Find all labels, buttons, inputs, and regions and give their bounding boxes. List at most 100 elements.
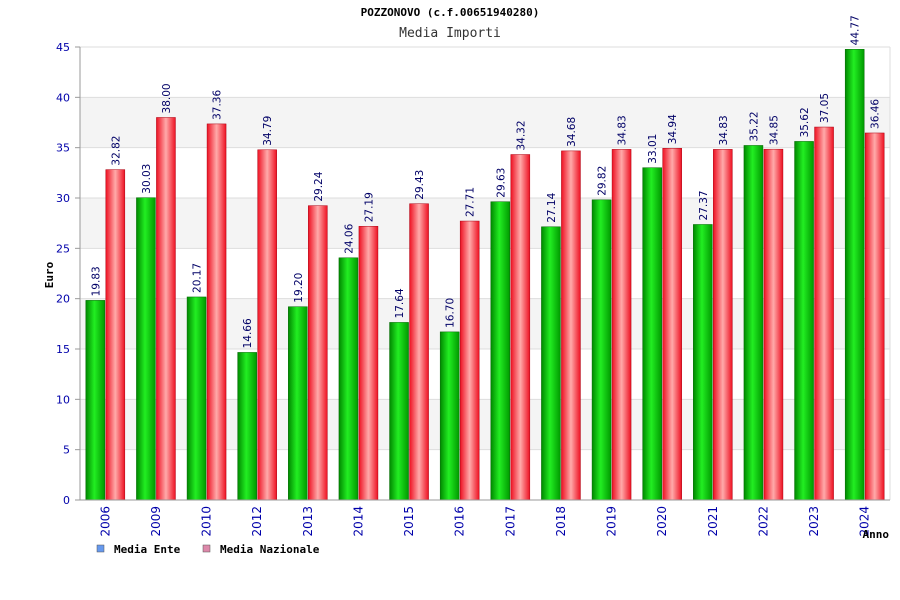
y-tick-label: 0	[63, 494, 70, 507]
x-tick-label-2018: 2018	[554, 506, 568, 537]
legend-label-media-nazionale: Media Nazionale	[220, 543, 320, 556]
bar-media-nazionale-2020	[662, 148, 682, 501]
x-tick-label-2015: 2015	[402, 506, 416, 537]
value-label-media-ente-2019: 29.82	[597, 166, 609, 196]
value-label-media-nazionale-2017: 34.32	[515, 120, 527, 150]
bar-media-ente-2006	[85, 300, 106, 501]
value-label-media-nazionale-2019: 34.83	[617, 115, 629, 145]
value-label-media-nazionale-2006: 32.82	[110, 136, 122, 166]
bar-media-ente-2013	[288, 306, 308, 501]
bar-media-nazionale-2014	[358, 226, 379, 501]
bar-media-ente-2015	[389, 322, 409, 501]
x-tick-label-2012: 2012	[250, 506, 264, 537]
bar-media-nazionale-2019	[611, 149, 632, 501]
legend: Media Ente Media Nazionale	[96, 543, 320, 556]
bar-media-ente-2009	[136, 197, 156, 501]
x-tick-label-2017: 2017	[503, 506, 517, 537]
bar-media-nazionale-2015	[409, 203, 429, 501]
bar-media-nazionale-2009	[156, 117, 176, 501]
value-label-media-nazionale-2014: 27.19	[363, 192, 375, 222]
y-axis-label: Euro	[43, 261, 56, 288]
value-labels: 19.83 32.82 30.03 38.00 20.17 37.36 14.66 34.79…	[90, 15, 881, 348]
value-label-media-nazionale-2015: 29.43	[414, 170, 426, 200]
value-label-media-ente-2018: 27.14	[546, 192, 558, 222]
x-tick-label-2019: 2019	[605, 506, 619, 537]
value-label-media-ente-2022: 35.22	[748, 111, 760, 141]
bar-media-ente-2014	[338, 257, 359, 501]
y-axis-ticks: 0 5 10 15 20 25 30 35 40 45	[56, 41, 80, 507]
bar-media-ente-2020	[642, 167, 662, 501]
bar-media-ente-2012	[237, 352, 257, 501]
value-label-media-ente-2016: 16.70	[445, 298, 457, 328]
x-tick-label-2010: 2010	[200, 506, 214, 537]
bar-media-nazionale-2023	[814, 126, 834, 501]
chart-subtitle: Media Importi	[399, 26, 501, 41]
value-label-media-ente-2009: 30.03	[141, 164, 153, 194]
value-label-media-ente-2023: 35.62	[799, 107, 811, 137]
y-tick-label: 35	[56, 142, 70, 155]
x-axis-label: Anno	[863, 528, 890, 541]
y-tick-label: 15	[56, 343, 70, 356]
bar-media-nazionale-2021	[713, 149, 733, 501]
bar-media-ente-2022	[743, 145, 764, 501]
x-tick-label-2013: 2013	[301, 506, 315, 537]
bar-media-nazionale-2016	[459, 220, 480, 501]
bar-media-nazionale-2018	[561, 150, 581, 501]
legend-swatch-media-ente	[96, 544, 105, 553]
value-label-media-nazionale-2009: 38.00	[161, 83, 173, 113]
bar-media-ente-2024	[844, 49, 865, 501]
x-tick-label-2021: 2021	[706, 506, 720, 537]
value-label-media-ente-2013: 19.20	[293, 273, 305, 303]
y-tick-label: 10	[56, 393, 70, 406]
value-label-media-ente-2017: 29.63	[495, 168, 507, 198]
value-label-media-nazionale-2010: 37.36	[212, 90, 224, 120]
value-label-media-ente-2024: 44.77	[850, 15, 862, 45]
x-tick-label-2022: 2022	[756, 506, 770, 537]
bar-media-ente-2021	[693, 224, 713, 501]
legend-label-media-ente: Media Ente	[114, 543, 181, 556]
x-tick-label-2024: 2024	[858, 506, 872, 537]
y-tick-label: 45	[56, 41, 70, 54]
legend-swatch-media-nazionale	[202, 544, 211, 553]
value-label-media-nazionale-2021: 34.83	[718, 115, 730, 145]
value-label-media-nazionale-2012: 34.79	[262, 116, 274, 146]
x-tick-label-2023: 2023	[807, 506, 821, 537]
y-tick-label: 30	[56, 192, 70, 205]
bar-media-nazionale-2006	[105, 169, 126, 501]
value-label-media-ente-2021: 27.37	[698, 190, 710, 220]
value-label-media-nazionale-2022: 34.85	[768, 115, 780, 145]
bar-media-nazionale-2013	[308, 205, 328, 501]
value-label-media-nazionale-2020: 34.94	[667, 114, 679, 144]
value-label-media-ente-2006: 19.83	[90, 266, 102, 296]
value-label-media-ente-2010: 20.17	[192, 263, 204, 293]
x-tick-label-2020: 2020	[655, 506, 669, 537]
x-tick-label-2016: 2016	[453, 506, 467, 537]
value-label-media-ente-2012: 14.66	[242, 318, 254, 348]
bar-media-nazionale-2024	[864, 132, 885, 501]
value-label-media-nazionale-2023: 37.05	[819, 93, 831, 123]
value-label-media-nazionale-2013: 29.24	[313, 171, 325, 201]
value-label-media-ente-2020: 33.01	[647, 134, 659, 164]
value-label-media-nazionale-2018: 34.68	[566, 117, 578, 147]
x-tick-label-2006: 2006	[98, 506, 112, 537]
y-tick-label: 5	[63, 444, 70, 457]
x-axis-ticks: 2006 2009 2010 2012 2013 2014 2015 2016 2017 2018…	[98, 506, 871, 537]
value-label-media-nazionale-2024: 36.46	[870, 99, 882, 129]
value-label-media-ente-2014: 24.06	[343, 223, 355, 253]
grid-band	[80, 47, 890, 98]
value-label-media-ente-2015: 17.64	[394, 288, 406, 318]
bar-media-nazionale-2017	[510, 154, 531, 501]
bar-media-ente-2016	[439, 331, 460, 501]
y-tick-label: 25	[56, 242, 70, 255]
bar-media-ente-2010	[186, 296, 207, 501]
bar-media-nazionale-2012	[257, 149, 277, 501]
bar-media-ente-2017	[490, 201, 511, 501]
bar-media-ente-2023	[794, 141, 814, 501]
x-tick-label-2009: 2009	[149, 506, 163, 537]
value-label-media-nazionale-2016: 27.71	[465, 187, 477, 217]
bar-media-ente-2018	[541, 226, 561, 501]
bar-media-ente-2019	[591, 199, 612, 501]
y-tick-label: 40	[56, 91, 70, 104]
bar-media-nazionale-2010	[206, 123, 227, 501]
